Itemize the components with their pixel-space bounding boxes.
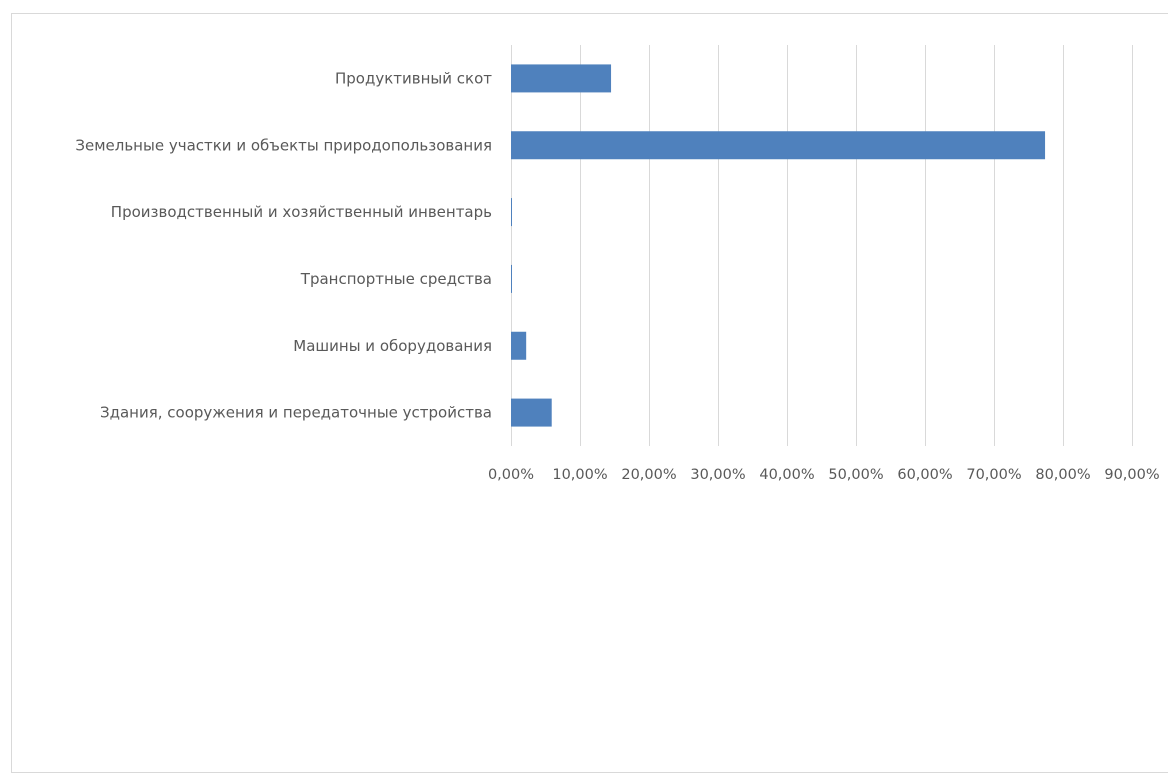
category-label: Машины и оборудования xyxy=(293,337,492,355)
x-tick-label: 60,00% xyxy=(897,467,952,483)
x-tick-label: 30,00% xyxy=(690,467,745,483)
bar-chart: Продуктивный скот Земельные участки и объ… xyxy=(75,45,1160,483)
bar xyxy=(511,264,512,293)
bar xyxy=(511,398,552,427)
category-label: Производственный и хозяйственный инвента… xyxy=(111,203,492,221)
x-tick-label: 20,00% xyxy=(621,467,676,483)
bars xyxy=(511,64,1046,427)
bar xyxy=(511,64,612,93)
category-label: Здания, сооружения и передаточные устрой… xyxy=(100,404,492,422)
bar xyxy=(511,331,527,360)
category-label: Продуктивный скот xyxy=(335,69,492,87)
gridlines xyxy=(511,45,1133,446)
category-labels: Продуктивный скот Земельные участки и объ… xyxy=(75,69,492,421)
x-tick-label: 40,00% xyxy=(759,467,814,483)
x-tick-labels: 0,00% 10,00% 20,00% 30,00% 40,00% 50,00% 60,00… xyxy=(488,467,1160,483)
bar xyxy=(511,131,1046,160)
x-tick-label: 70,00% xyxy=(966,467,1021,483)
x-tick-label: 90,00% xyxy=(1104,467,1159,483)
category-label: Земельные участки и объекты природопольз… xyxy=(75,136,492,154)
x-tick-label: 0,00% xyxy=(488,467,534,483)
x-tick-label: 50,00% xyxy=(828,467,883,483)
x-tick-label: 80,00% xyxy=(1035,467,1090,483)
category-label: Транспортные средства xyxy=(300,270,492,288)
bar xyxy=(511,198,512,227)
x-tick-label: 10,00% xyxy=(552,467,607,483)
